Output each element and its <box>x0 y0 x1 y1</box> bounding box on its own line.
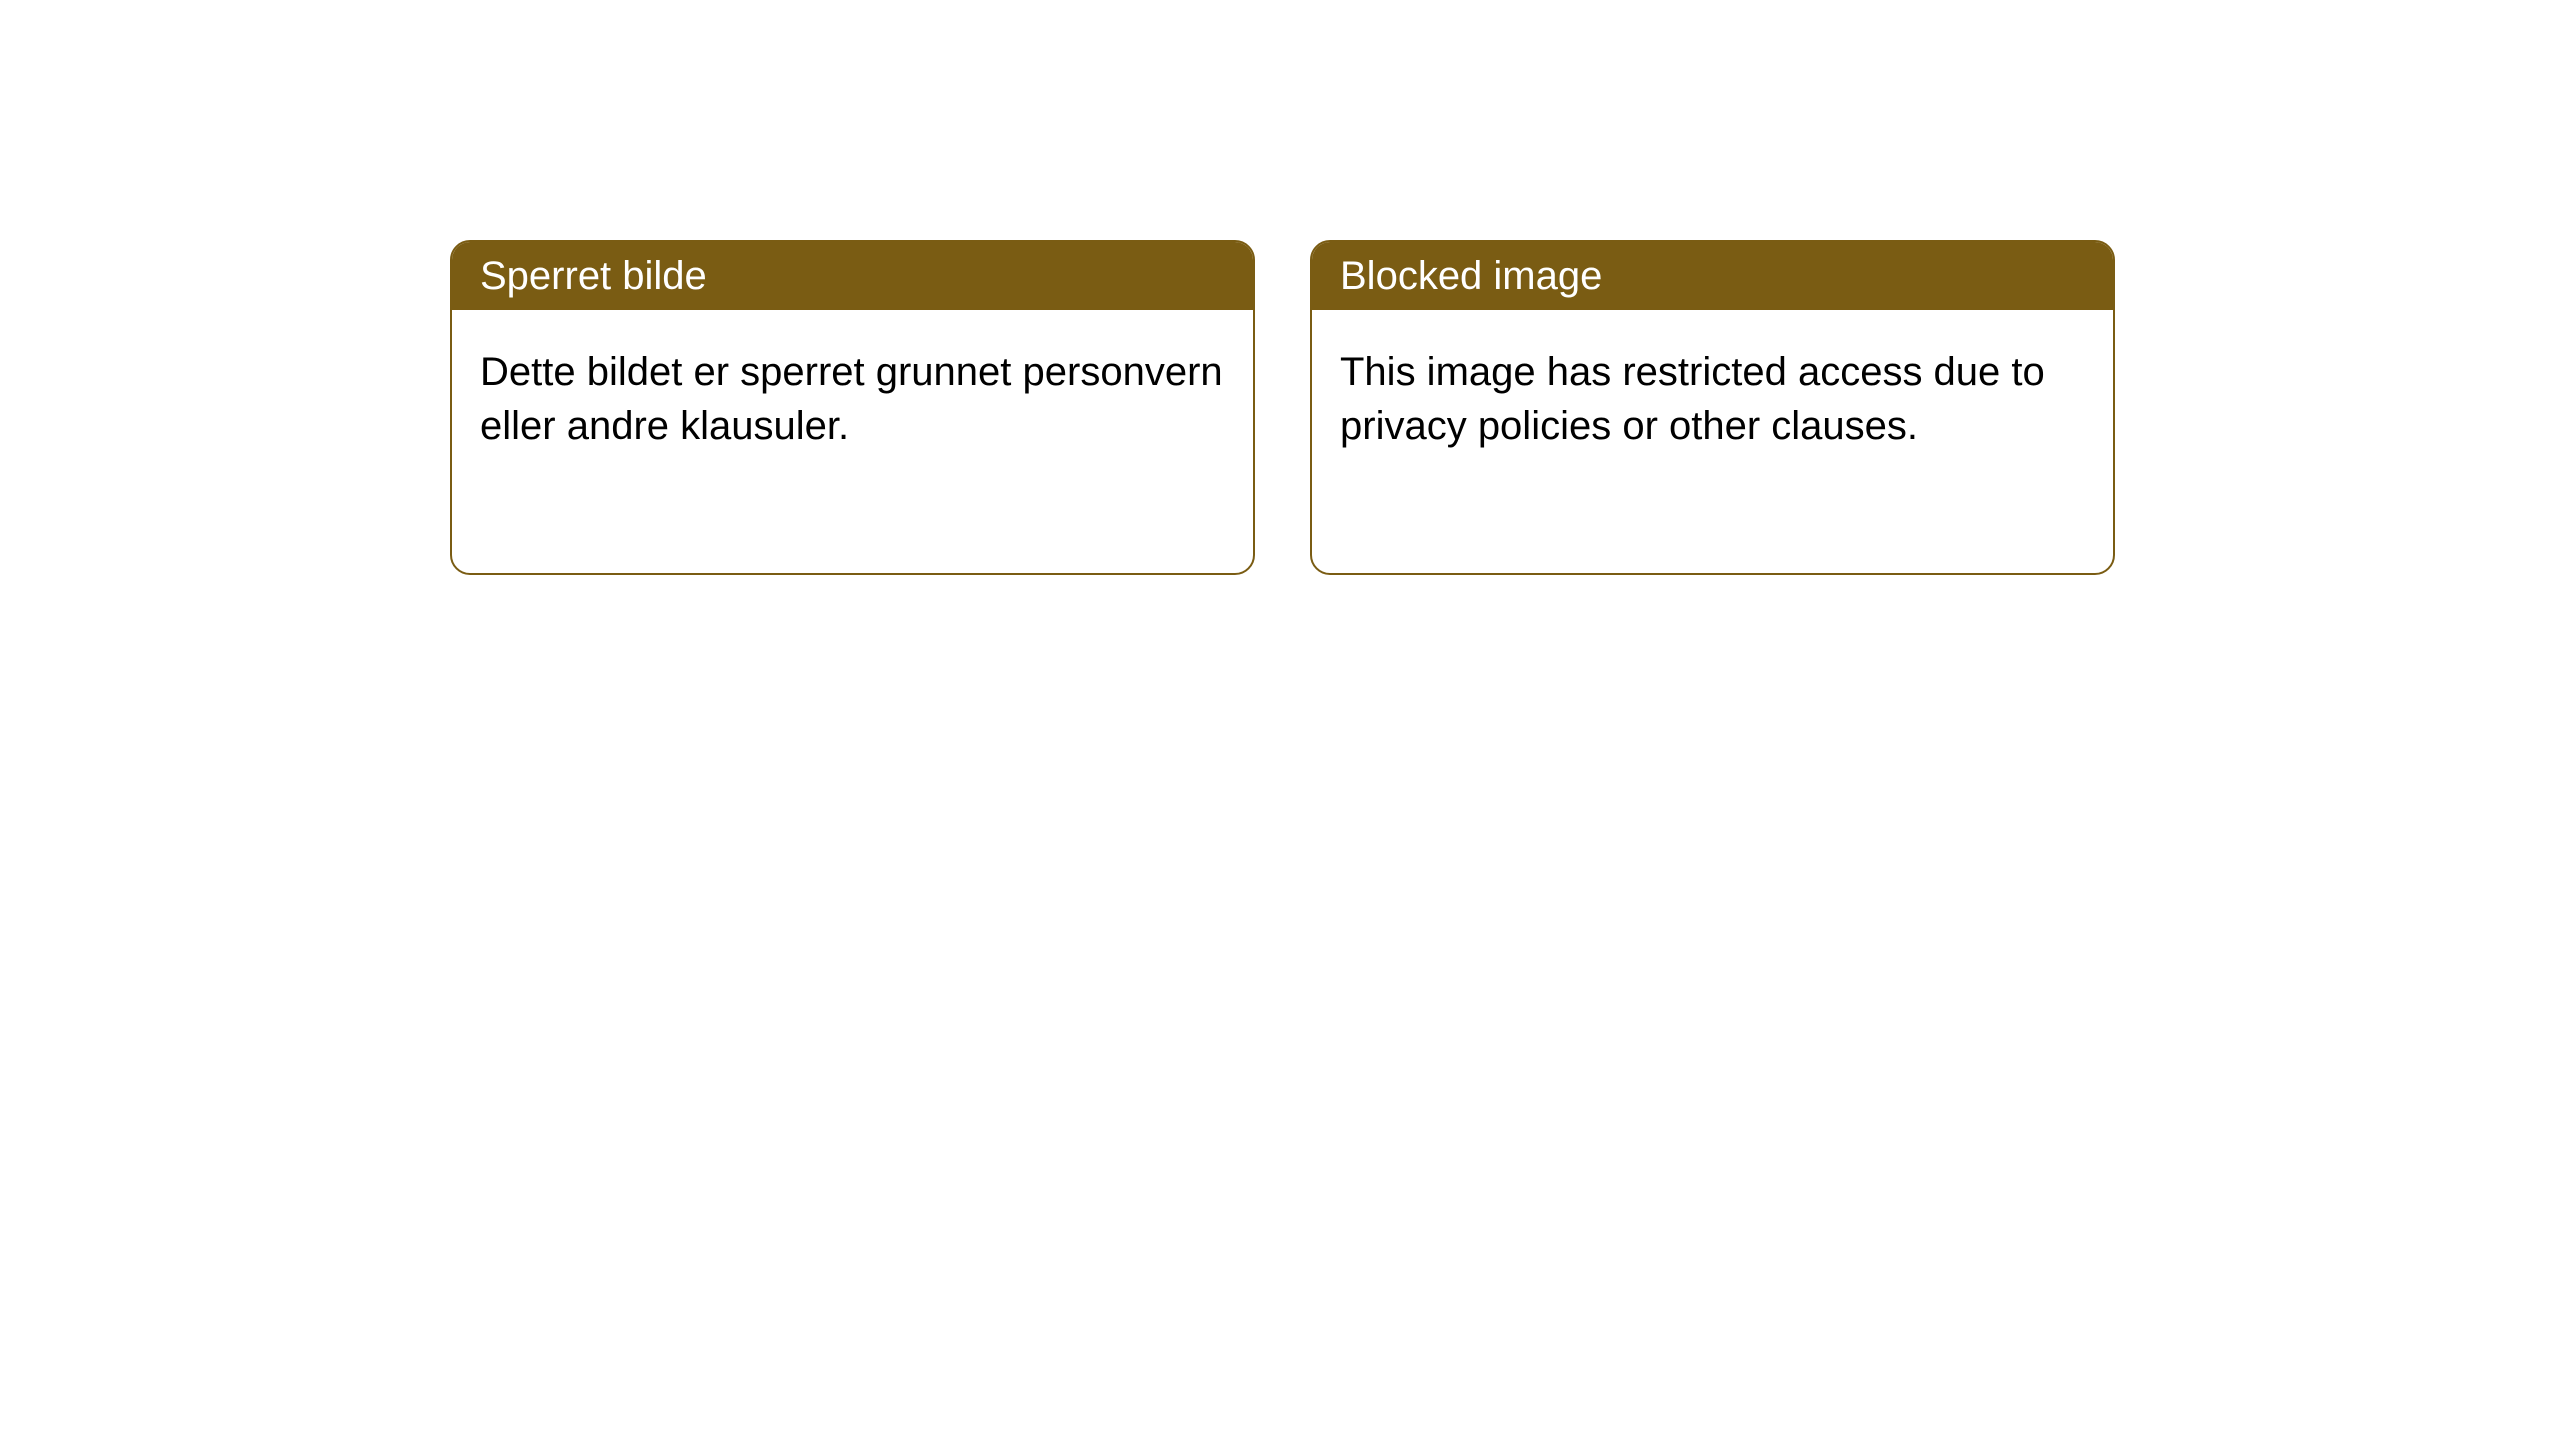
card-title-english: Blocked image <box>1340 254 1602 298</box>
card-title-norwegian: Sperret bilde <box>480 254 707 298</box>
card-body-english: This image has restricted access due to … <box>1312 310 2113 488</box>
notice-card-norwegian: Sperret bilde Dette bildet er sperret gr… <box>450 240 1255 575</box>
card-header-norwegian: Sperret bilde <box>452 242 1253 310</box>
card-text-norwegian: Dette bildet er sperret grunnet personve… <box>480 350 1223 448</box>
card-body-norwegian: Dette bildet er sperret grunnet personve… <box>452 310 1253 488</box>
notice-container: Sperret bilde Dette bildet er sperret gr… <box>0 0 2560 575</box>
card-header-english: Blocked image <box>1312 242 2113 310</box>
notice-card-english: Blocked image This image has restricted … <box>1310 240 2115 575</box>
card-text-english: This image has restricted access due to … <box>1340 350 2045 448</box>
